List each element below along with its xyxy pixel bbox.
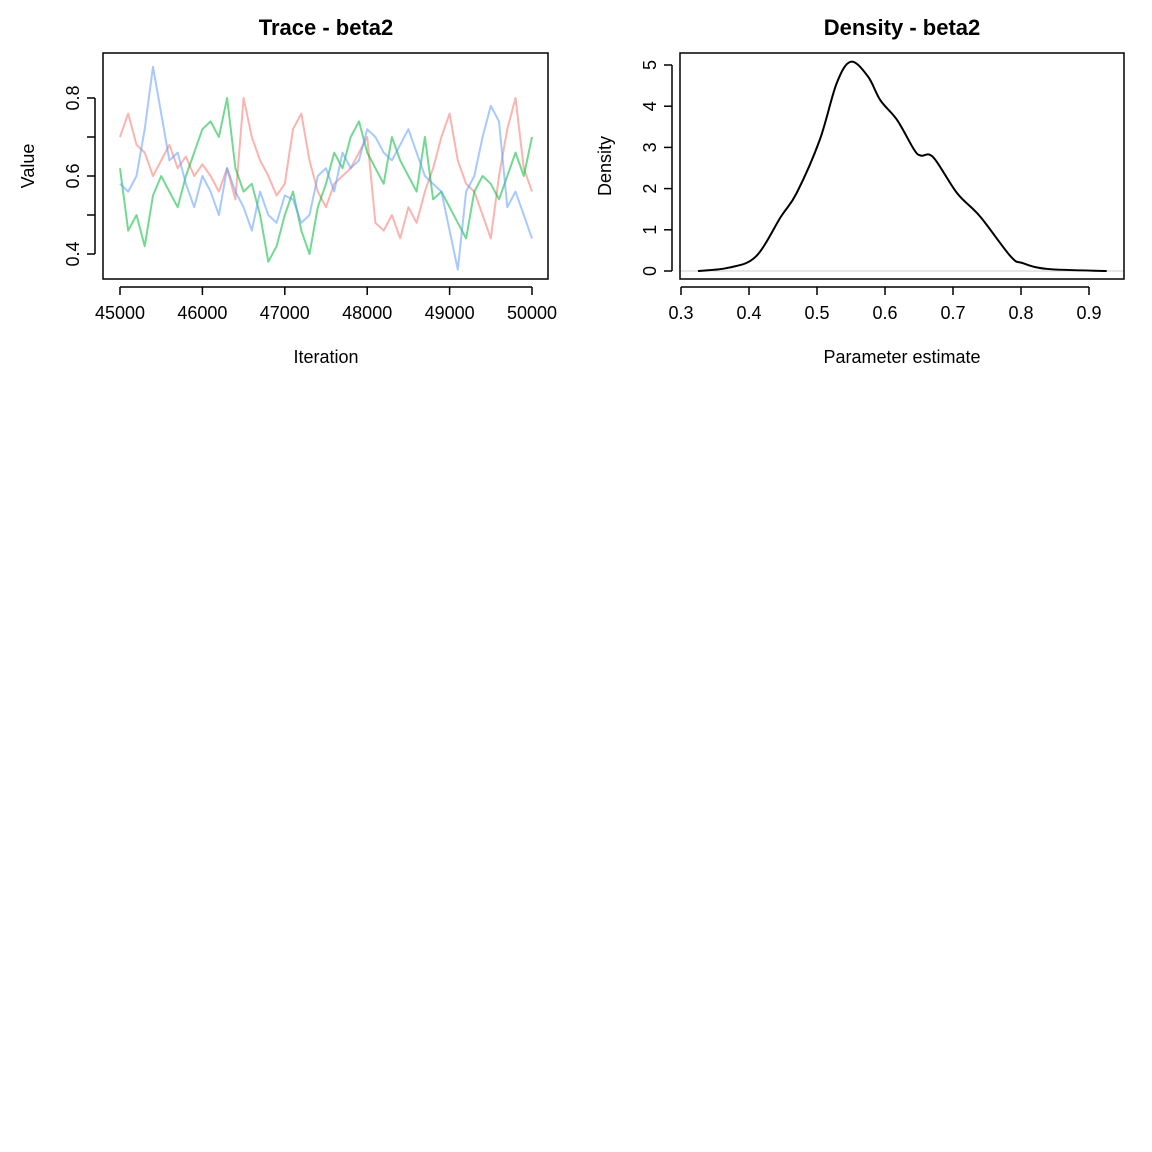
y-tick-label: 0.4 [63, 241, 83, 266]
trace-line-chain-2 [119, 97, 533, 263]
y-tick-label: 2 [640, 184, 660, 194]
x-tick-label: 0.3 [668, 303, 693, 323]
x-tick-label: 0.8 [1008, 303, 1033, 323]
density-plot: Density - beta2 Parameter estimate Densi… [595, 15, 1125, 367]
x-tick-label: 47000 [260, 303, 310, 323]
y-tick-label: 0.6 [63, 163, 83, 188]
density-y-label: Density [595, 136, 615, 196]
x-tick-label: 48000 [342, 303, 392, 323]
trace-line-chain-1 [119, 97, 533, 240]
density-x-label: Parameter estimate [823, 347, 980, 367]
trace-title: Trace - beta2 [259, 15, 394, 40]
y-tick-label: 5 [640, 60, 660, 70]
trace-x-label: Iteration [293, 347, 358, 367]
y-tick-label: 0 [640, 266, 660, 276]
x-tick-label: 50000 [507, 303, 557, 323]
x-tick-label: 0.5 [804, 303, 829, 323]
x-tick-label: 0.6 [872, 303, 897, 323]
y-tick-label: 1 [640, 225, 660, 235]
y-tick-label: 0.8 [63, 85, 83, 110]
y-tick-label: 3 [640, 142, 660, 152]
plot-frame [679, 52, 1125, 280]
density-curve [697, 60, 1107, 272]
y-tick-label: 4 [640, 101, 660, 111]
x-tick-label: 46000 [177, 303, 227, 323]
x-tick-label: 0.9 [1076, 303, 1101, 323]
density-title: Density - beta2 [824, 15, 981, 40]
trace-y-label: Value [18, 144, 38, 189]
x-tick-label: 0.4 [736, 303, 761, 323]
trace-line-chain-3 [119, 65, 533, 271]
plot-frame [102, 52, 549, 280]
x-tick-label: 45000 [95, 303, 145, 323]
trace-plot: Trace - beta2 Iteration Value 45000 46000… [18, 15, 557, 367]
x-tick-label: 0.7 [940, 303, 965, 323]
x-tick-label: 49000 [425, 303, 475, 323]
